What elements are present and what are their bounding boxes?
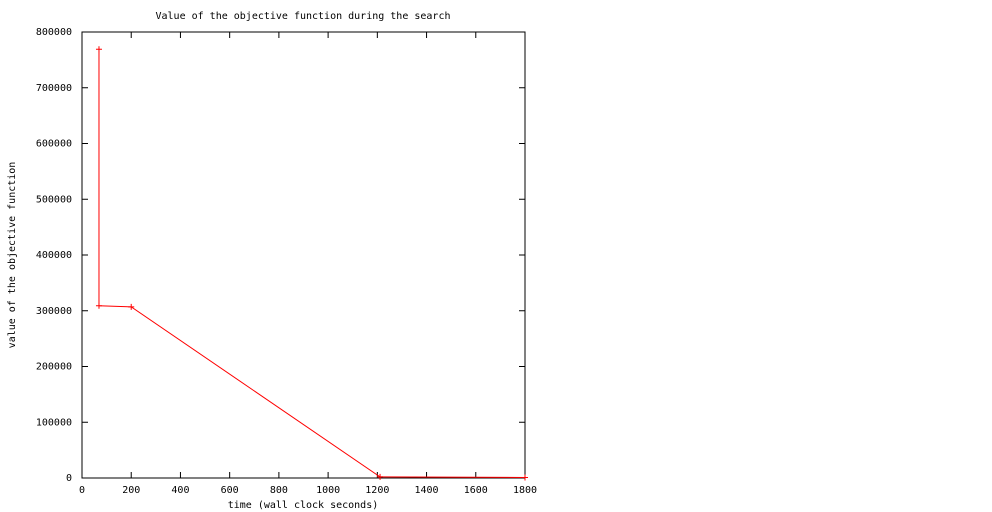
x-axis-label: time (wall clock seconds) <box>228 500 379 511</box>
point-marker <box>95 302 102 309</box>
x-tick-label: 800 <box>270 485 288 496</box>
y-tick-label: 300000 <box>36 306 72 317</box>
x-tick-label: 1600 <box>464 485 488 496</box>
point-marker <box>522 474 528 481</box>
point-marker <box>95 46 102 53</box>
x-tick-label: 200 <box>122 485 140 496</box>
y-tick-label: 400000 <box>36 250 72 261</box>
y-tick-label: 600000 <box>36 139 72 150</box>
y-tick-label: 500000 <box>36 194 72 205</box>
y-tick-label: 100000 <box>36 417 72 428</box>
y-tick-label: 200000 <box>36 362 72 373</box>
x-tick-label: 1200 <box>365 485 389 496</box>
point-marker <box>377 473 384 480</box>
x-tick-label: 600 <box>221 485 239 496</box>
x-tick-label: 400 <box>171 485 189 496</box>
x-tick-label: 1800 <box>513 485 537 496</box>
x-tick-label: 0 <box>79 485 85 496</box>
y-axis-label: value of the objective function <box>7 162 18 349</box>
y-tick-label: 800000 <box>36 27 72 38</box>
x-tick-label: 1000 <box>316 485 340 496</box>
point-marker <box>128 303 135 310</box>
x-tick-label: 1400 <box>415 485 439 496</box>
y-tick-label: 0 <box>66 473 72 484</box>
y-tick-label: 700000 <box>36 83 72 94</box>
chart-title: Value of the objective function during t… <box>155 11 450 22</box>
